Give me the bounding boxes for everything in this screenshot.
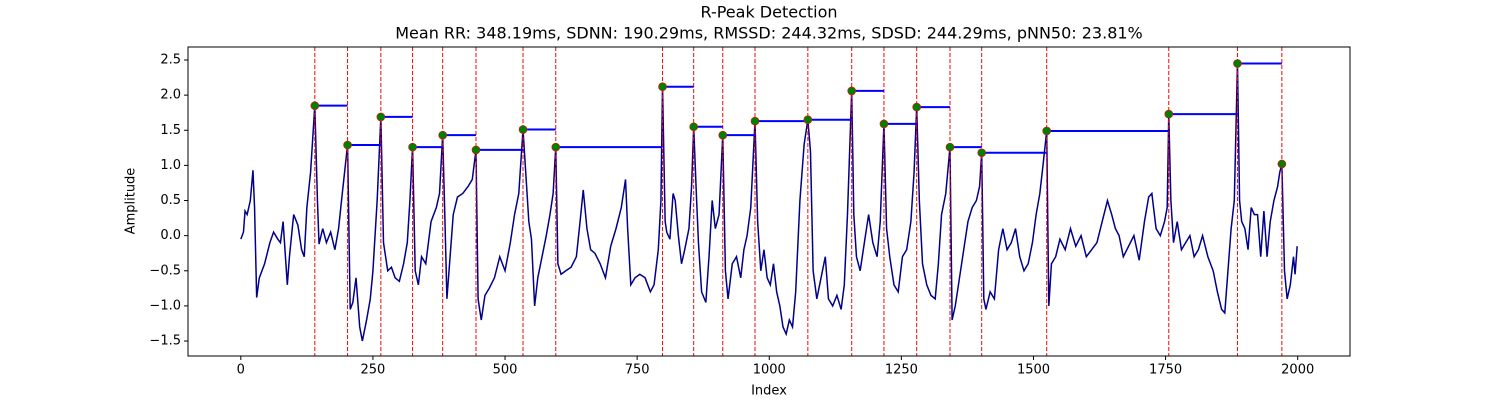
peak-marker	[658, 82, 667, 91]
peak-marker	[343, 140, 352, 150]
y-tick-label: −0.5	[149, 263, 181, 278]
peak-marker	[408, 142, 417, 152]
y-tick-label: 0.5	[160, 193, 181, 208]
y-tick-label: 1.0	[160, 158, 181, 173]
peak-marker	[945, 142, 955, 152]
peak-marker	[471, 145, 481, 155]
x-tick-label: 1250	[885, 363, 918, 378]
y-axis-label: Amplitude	[124, 168, 139, 235]
signal-line	[240, 63, 1298, 342]
chart-subtitle: Mean RR: 348.19ms, SDNN: 190.29ms, RMSSD…	[395, 24, 1143, 43]
peak-marker	[977, 148, 986, 158]
peak-marker	[1164, 109, 1174, 119]
chart-title: R-Peak Detection	[700, 3, 837, 22]
peak-marker	[803, 115, 813, 125]
peak-marker	[551, 142, 561, 152]
peak-marker	[912, 102, 922, 112]
x-tick-label: 1000	[753, 363, 786, 378]
peak-marker	[438, 130, 447, 140]
x-tick-label: 1750	[1149, 363, 1182, 378]
peak-marker	[689, 122, 698, 132]
peak-marker	[847, 86, 857, 96]
x-tick-label: 750	[625, 363, 650, 378]
peak-marker	[750, 116, 760, 126]
peak-marker	[718, 130, 728, 140]
peak-marker	[879, 119, 889, 129]
peak-marker	[1277, 159, 1287, 169]
peak-marker	[376, 112, 386, 122]
x-tick-label: 1500	[1017, 363, 1050, 378]
x-tick-label: 0	[237, 363, 245, 378]
y-tick-label: 2.5	[160, 52, 181, 67]
y-tick-label: 2.0	[160, 88, 181, 103]
y-tick-label: 1.5	[160, 123, 181, 138]
x-tick-label: 500	[493, 363, 518, 378]
peak-marker	[518, 125, 528, 134]
plot-frame	[187, 46, 1351, 357]
y-tick-label: 0.0	[160, 228, 181, 243]
y-tick-label: −1.0	[149, 298, 181, 313]
x-axis-label: Index	[751, 384, 787, 399]
x-tick-label: 250	[361, 363, 386, 378]
peak-marker	[1042, 126, 1051, 136]
y-tick-label: −1.5	[149, 334, 181, 349]
peak-marker	[1233, 59, 1242, 68]
peak-marker	[310, 101, 320, 110]
x-tick-label: 2000	[1281, 363, 1314, 378]
